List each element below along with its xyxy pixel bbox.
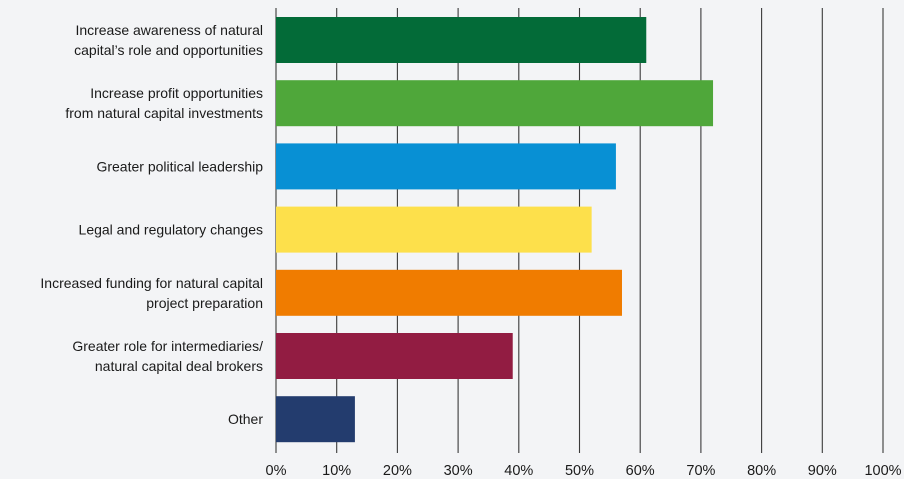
category-label-line: natural capital deal brokers	[95, 358, 263, 374]
bar	[276, 143, 616, 190]
x-tick-label: 70%	[686, 463, 715, 479]
category-labels: Increase awareness of natural capital’s r…	[40, 22, 263, 427]
x-tick-label: 80%	[747, 463, 776, 479]
x-tick-label: 30%	[444, 463, 473, 479]
bar	[276, 80, 714, 127]
bar	[276, 206, 592, 253]
category-label: Increase awareness of natural capital’s r…	[74, 22, 263, 58]
category-label: Greater role for intermediaries/natural …	[72, 338, 263, 374]
x-tick-label: 10%	[322, 463, 351, 479]
category-label: Increased funding for natural capital pro…	[40, 275, 263, 311]
bar	[276, 17, 647, 63]
category-label: Increase profit opportunities from natura…	[65, 85, 263, 121]
category-label-line: Increase awareness of natural	[75, 22, 263, 38]
category-label-line: Greater role for intermediaries/	[72, 338, 263, 354]
bar	[276, 396, 355, 443]
category-label-line: Greater political leadership	[96, 158, 263, 174]
category-label: Greater political leadership	[96, 158, 263, 174]
x-tick-label: 0%	[266, 463, 287, 479]
category-label-line: Increased funding for natural capital	[40, 275, 263, 291]
x-tick-label: 50%	[565, 463, 594, 479]
category-label-line: Other	[228, 411, 263, 427]
x-tick-label: 60%	[626, 463, 655, 479]
category-label-line: from natural capital investments	[65, 105, 263, 121]
bars	[276, 17, 714, 443]
x-tick-label: 90%	[808, 463, 837, 479]
category-label: Other	[228, 411, 263, 427]
category-label: Legal and regulatory changes	[79, 222, 263, 238]
x-tick-label: 20%	[383, 463, 412, 479]
category-label-line: project preparation	[146, 295, 263, 311]
bar	[276, 269, 622, 316]
category-label-line: Increase profit opportunities	[90, 85, 263, 101]
x-axis-tick-labels: 0% 10% 20% 30% 40% 50% 60% 70% 80% 90% 100%	[266, 463, 902, 479]
category-label-line: Legal and regulatory changes	[79, 222, 263, 238]
category-label-line: capital’s role and opportunities	[74, 42, 263, 58]
x-tick-label: 40%	[504, 463, 533, 479]
x-tick-label: 100%	[864, 463, 901, 479]
bar	[276, 333, 513, 379]
